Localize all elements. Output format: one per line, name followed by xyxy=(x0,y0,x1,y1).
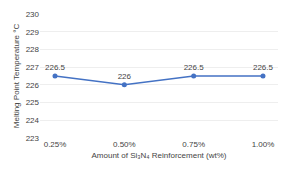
svg-text:Melting Point Temperature °C: Melting Point Temperature °C xyxy=(12,24,21,129)
svg-text:226: 226 xyxy=(26,81,40,90)
svg-text:224: 224 xyxy=(26,116,40,125)
svg-text:226.5: 226.5 xyxy=(184,63,205,72)
svg-text:223: 223 xyxy=(26,134,40,143)
svg-text:228: 228 xyxy=(26,45,40,54)
svg-text:226.5: 226.5 xyxy=(253,63,274,72)
svg-text:Amount of Si₃N₄ Reinforcement: Amount of Si₃N₄ Reinforcement (wt%) xyxy=(91,151,226,160)
svg-text:225: 225 xyxy=(26,98,40,107)
svg-text:226: 226 xyxy=(118,72,132,81)
svg-text:0.75%: 0.75% xyxy=(182,140,205,149)
svg-text:229: 229 xyxy=(26,28,40,37)
svg-text:0.25%: 0.25% xyxy=(44,140,67,149)
svg-text:0.50%: 0.50% xyxy=(113,140,136,149)
svg-text:230: 230 xyxy=(26,10,40,19)
svg-text:227: 227 xyxy=(26,63,40,72)
svg-text:226.5: 226.5 xyxy=(45,63,66,72)
svg-text:1.00%: 1.00% xyxy=(252,140,275,149)
